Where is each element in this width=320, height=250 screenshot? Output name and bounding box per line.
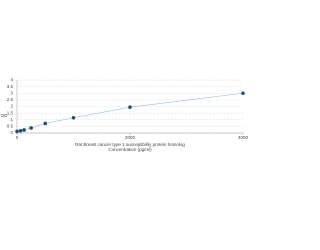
y-tick-label: 2.5 <box>7 97 14 102</box>
point <box>43 121 48 126</box>
x-tick-label: 2000 <box>125 135 136 140</box>
y-tick-label: 0.5 <box>7 124 14 129</box>
y-tick-label: 3 <box>10 90 13 95</box>
y-axis-label: OD <box>1 113 9 118</box>
x-axis-label: Concentration (pg/ml) <box>108 147 152 152</box>
y-tick-label: 1 <box>10 117 13 122</box>
x-tick-label: 4000 <box>238 135 249 140</box>
y-tick-label: 0 <box>10 130 13 135</box>
y-tick-label: 2 <box>10 104 13 109</box>
y-tick-label: 1.5 <box>7 110 14 115</box>
point <box>29 126 33 130</box>
x-tick-label: 0 <box>16 135 19 140</box>
y-tick-label: 3.5 <box>7 84 14 89</box>
point <box>71 115 76 120</box>
chart: Rat Breast cancer type 1 susceptibility … <box>1 77 249 152</box>
line <box>16 92 244 132</box>
point <box>18 128 23 133</box>
x-axis-label: Rat Breast cancer type 1 susceptibility … <box>75 142 185 147</box>
point <box>15 129 19 134</box>
page: {"chart_data": {"type": "line", "x_label… <box>0 77 249 153</box>
point <box>128 105 132 109</box>
point <box>241 91 245 96</box>
point <box>22 128 26 132</box>
y-tick-label: 4 <box>10 77 13 82</box>
